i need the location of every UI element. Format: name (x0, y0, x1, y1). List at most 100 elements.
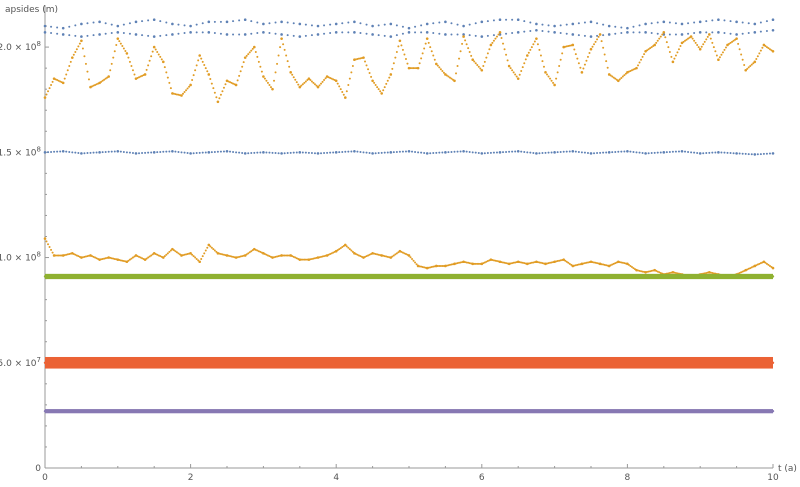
trace-dot (95, 151, 98, 154)
data-point (98, 20, 101, 24)
trace-dot (130, 257, 133, 260)
trace-dot (603, 53, 606, 56)
trace-dot (606, 264, 609, 267)
trace-dot (324, 77, 327, 80)
trace-dot (638, 269, 641, 272)
trace-dot (515, 261, 518, 264)
trace-dot (505, 53, 508, 56)
x-tick-label: 6 (479, 473, 485, 483)
data-point (425, 152, 429, 155)
trace-dot (594, 261, 597, 264)
trace-dot (673, 57, 676, 60)
data-point (80, 39, 83, 43)
trace-dot (605, 151, 608, 154)
trace-dot (420, 265, 423, 268)
trace-dot (693, 39, 696, 42)
trace-dot (687, 22, 690, 25)
data-point (753, 60, 757, 64)
trace-dot (86, 255, 89, 258)
trace-dot (213, 20, 216, 23)
trace-dot (50, 150, 53, 153)
trace-dot (768, 152, 771, 155)
trace-dot (415, 263, 418, 266)
trace-dot (465, 261, 468, 264)
trace-dot (347, 246, 350, 249)
trace-dot (351, 65, 354, 68)
trace-dot (492, 34, 495, 37)
data-point (280, 37, 283, 40)
trace-dot (652, 45, 655, 48)
trace-dot (529, 151, 532, 154)
trace-dot (245, 253, 248, 256)
trace-dot (101, 79, 104, 82)
trace-dot (483, 261, 486, 264)
trace-dot (450, 22, 453, 25)
trace-dot (555, 260, 558, 263)
trace-dot (438, 66, 441, 69)
trace-dot (183, 24, 186, 27)
data-point (43, 361, 47, 364)
trace-dot (295, 257, 298, 260)
trace-dot (505, 18, 508, 21)
trace-dot (169, 249, 172, 252)
trace-dot (486, 260, 489, 263)
trace-dot (750, 63, 753, 66)
trace-dot (131, 256, 134, 259)
trace-dot (204, 151, 207, 154)
trace-dot (650, 46, 653, 49)
data-point (262, 409, 265, 413)
data-point (507, 64, 511, 68)
data-point (152, 35, 156, 38)
trace-dot (94, 256, 97, 259)
trace-dot (559, 259, 562, 262)
trace-dot (658, 271, 661, 274)
data-point (43, 96, 47, 99)
data-point (589, 20, 593, 24)
trace-dot (382, 89, 385, 92)
data-point (771, 18, 775, 22)
data-point (298, 85, 302, 89)
data-point (43, 31, 47, 34)
trace-dot (770, 266, 773, 269)
trace-dot (279, 46, 282, 49)
trace-dot (118, 259, 121, 262)
data-point (462, 35, 465, 38)
trace-dot (109, 256, 112, 259)
data-point (71, 56, 74, 59)
trace-dot (442, 71, 445, 74)
trace-dot (206, 246, 209, 249)
data-point (699, 275, 702, 278)
trace-dot (420, 151, 423, 154)
trace-dot (538, 48, 541, 51)
data-point (262, 275, 265, 278)
trace-dot (586, 55, 589, 58)
trace-dot (288, 65, 291, 68)
data-point (662, 33, 666, 36)
trace-dot (573, 264, 576, 267)
trace-dot (183, 32, 186, 35)
trace-dot (326, 151, 329, 154)
data-point (289, 71, 293, 74)
trace-dot (552, 261, 555, 264)
data-point (189, 361, 192, 364)
trace-dot (91, 85, 94, 88)
trace-dot (151, 50, 154, 53)
trace-dot (345, 245, 348, 248)
trace-dot (392, 254, 395, 257)
trace-dot (201, 31, 204, 34)
trace-dot (145, 257, 148, 260)
trace-dot (276, 255, 279, 258)
data-point (717, 151, 720, 154)
trace-dot (565, 45, 568, 48)
trace-dot (103, 257, 106, 260)
trace-dot (154, 48, 157, 51)
trace-dot (320, 255, 323, 258)
trace-dot (338, 248, 341, 251)
trace-dot (242, 61, 245, 64)
trace-dot (238, 151, 241, 154)
trace-dot (97, 257, 100, 260)
data-point (134, 152, 138, 155)
trace-dot (488, 259, 491, 262)
trace-dot (684, 150, 687, 153)
trace-dot (229, 150, 232, 153)
